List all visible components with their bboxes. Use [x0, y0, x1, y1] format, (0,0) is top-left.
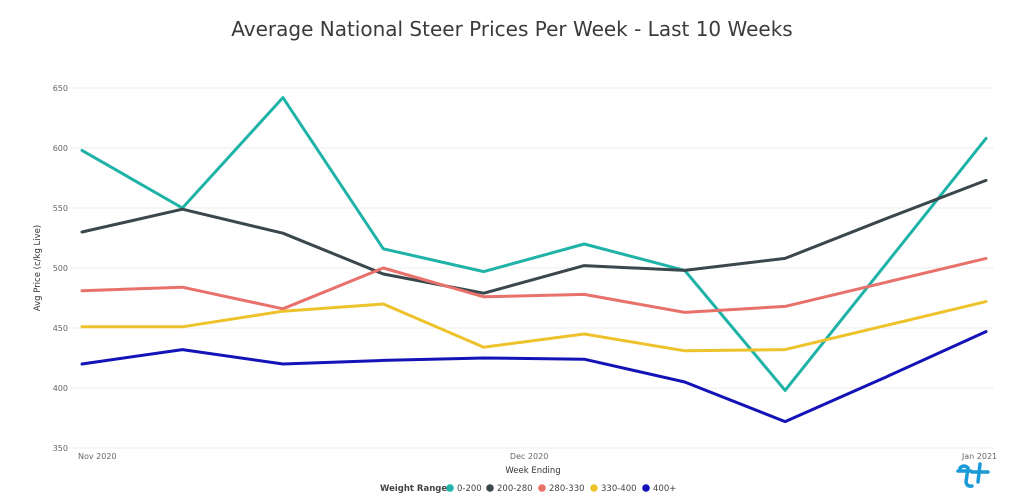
- legend-item-label: 280-330: [549, 484, 585, 494]
- x-axis-ticks: Nov 2020 Dec 2020 Jan 2021: [78, 452, 997, 461]
- legend-item-label: 330-400: [601, 484, 637, 494]
- series-line-0-200: [80, 96, 988, 392]
- y-axis-title: Avg Price (c/kg Live): [33, 225, 43, 311]
- legend-marker: [590, 484, 598, 492]
- series-line-280-330: [80, 256, 988, 314]
- y-tick-label: 350: [53, 444, 68, 453]
- x-axis-title: Week Ending: [505, 466, 560, 476]
- y-tick-label: 450: [53, 324, 68, 333]
- y-tick-label: 600: [53, 144, 68, 153]
- series-line-200-280: [80, 178, 988, 295]
- series-line-400+: [80, 330, 988, 424]
- legend-item-label: 200-280: [497, 484, 533, 494]
- legend-marker: [486, 484, 494, 492]
- y-tick-label: 650: [53, 84, 68, 93]
- x-tick-label: Jan 2021: [961, 452, 997, 461]
- y-tick-label: 550: [53, 204, 68, 213]
- logo-icon: [956, 462, 990, 488]
- x-tick-label: Nov 2020: [78, 452, 117, 461]
- legend-marker: [642, 484, 650, 492]
- legend-item-label: 400+: [653, 484, 676, 494]
- chart-title: Average National Steer Prices Per Week -…: [231, 17, 792, 41]
- series-line-330-400: [80, 300, 988, 353]
- grid: [70, 87, 994, 449]
- legend-marker: [538, 484, 546, 492]
- y-tick-label: 500: [53, 264, 68, 273]
- y-tick-label: 400: [53, 384, 68, 393]
- legend: Weight Range 0-200 200-280 280-330 330-400 40…: [380, 484, 676, 494]
- legend-item-label: 0-200: [457, 484, 482, 494]
- series-lines: [80, 96, 988, 424]
- legend-marker: [446, 484, 454, 492]
- y-axis-ticks: 350 400 450 500 550 600 650: [53, 84, 68, 453]
- x-tick-label: Dec 2020: [510, 452, 548, 461]
- legend-title: Weight Range: [380, 484, 447, 494]
